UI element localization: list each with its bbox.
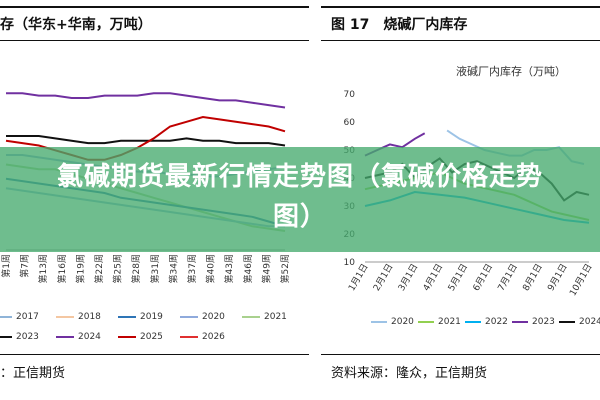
legend-item-2025: 2025 xyxy=(118,332,163,342)
x-tick-label: 第52周 xyxy=(279,254,291,283)
right-legend: 2020 2021 2022 2023 2024 xyxy=(321,317,600,333)
legend-item-2020: 2020 xyxy=(180,312,225,322)
x-tick-label: 2月1日 xyxy=(371,262,395,293)
legend-label: 2023 xyxy=(16,332,39,342)
x-tick-label: 8月1日 xyxy=(521,262,545,293)
right-source: 资料来源：隆众，正信期货 xyxy=(331,366,488,381)
legend-swatch xyxy=(180,336,198,338)
y-tick-label: 70 xyxy=(344,90,356,100)
top-rule xyxy=(0,6,309,8)
legend-label: 2018 xyxy=(78,312,101,322)
x-tick-label: 9月1日 xyxy=(545,262,569,293)
legend-swatch xyxy=(0,316,12,318)
chart-subtitle: 液碱厂内库存（万吨） xyxy=(456,64,566,78)
left-legend: 2017 2018 2019 2020 2021 2023 2024 2025 2026 xyxy=(0,312,309,348)
x-tick-label: 第40周 xyxy=(205,254,217,283)
legend-swatch xyxy=(512,321,528,323)
legend-swatch xyxy=(56,336,74,338)
legend-item-2023: 2023 xyxy=(512,317,555,327)
legend-item-2023: 2023 xyxy=(0,332,39,342)
x-tick-label: 7月1日 xyxy=(496,262,520,293)
source-rule xyxy=(0,354,309,355)
legend-label: 2024 xyxy=(579,317,600,327)
legend-swatch xyxy=(56,316,74,318)
legend-swatch xyxy=(0,336,12,338)
legend-swatch xyxy=(118,316,136,318)
series-line-2024 xyxy=(6,92,286,109)
legend-swatch xyxy=(118,336,136,338)
x-tick-label: 第25周 xyxy=(112,254,124,283)
source-rule xyxy=(321,354,600,355)
headline-banner: 氯碱期货最新行情走势图（氯碱价格走势图） xyxy=(0,147,600,252)
x-tick-label: 第46周 xyxy=(242,254,254,283)
legend-swatch xyxy=(418,321,434,323)
x-tick-label: 5月1日 xyxy=(446,262,470,293)
y-tick-label: 60 xyxy=(344,118,356,128)
legend-label: 2017 xyxy=(16,312,39,322)
legend-item-2017: 2017 xyxy=(0,312,39,322)
x-tick-label: 第7周 xyxy=(19,254,31,278)
legend-swatch xyxy=(559,321,575,323)
x-tick-label: 6月1日 xyxy=(471,262,495,293)
legend-label: 2023 xyxy=(532,317,555,327)
x-tick-label: 第34周 xyxy=(167,254,179,283)
x-tick-label: 第1周 xyxy=(0,254,12,278)
x-tick-label: 第37周 xyxy=(186,254,198,283)
legend-item-2026: 2026 xyxy=(180,332,225,342)
legend-item-2024: 2024 xyxy=(56,332,101,342)
legend-label: 2021 xyxy=(264,312,287,322)
x-tick-label: 第22周 xyxy=(93,254,105,283)
legend-item-2024: 2024 xyxy=(559,317,600,327)
legend-swatch xyxy=(242,316,260,318)
legend-item-2018: 2018 xyxy=(56,312,101,322)
legend-label: 2024 xyxy=(78,332,101,342)
legend-swatch xyxy=(465,321,481,323)
x-tick-label: 4月1日 xyxy=(421,262,445,293)
legend-item-2021: 2021 xyxy=(242,312,287,322)
x-tick-label: 第19周 xyxy=(74,254,86,283)
x-tick-label: 3月1日 xyxy=(396,262,420,293)
header-rule xyxy=(0,40,309,41)
left-chart-title: 存（华东+华南，万吨） xyxy=(0,17,152,33)
legend-swatch xyxy=(180,316,198,318)
legend-label: 2025 xyxy=(140,332,163,342)
left-source: ：正信期货 xyxy=(0,366,66,381)
x-tick-label: 第49周 xyxy=(260,254,272,283)
x-tick-label: 第16周 xyxy=(56,254,68,283)
legend-swatch xyxy=(371,321,387,323)
x-tick-label: 第28周 xyxy=(130,254,142,283)
x-tick-label: 第31周 xyxy=(149,254,161,283)
x-tick-label: 第13周 xyxy=(37,254,49,283)
legend-label: 2020 xyxy=(202,312,225,322)
x-tick-label: 第43周 xyxy=(223,254,235,283)
legend-item-2022: 2022 xyxy=(465,317,508,327)
series-line-2023 xyxy=(6,135,286,147)
header-rule xyxy=(321,40,600,41)
legend-item-2019: 2019 xyxy=(118,312,163,322)
legend-item-2021: 2021 xyxy=(418,317,461,327)
right-chart-title: 图 17 烧碱厂内库存 xyxy=(331,17,468,33)
legend-item-2020: 2020 xyxy=(371,317,414,327)
legend-label: 2020 xyxy=(391,317,414,327)
top-rule xyxy=(321,6,600,8)
y-tick-label: 10 xyxy=(344,258,356,268)
legend-label: 2026 xyxy=(202,332,225,342)
x-tick-label: 10月1日 xyxy=(567,262,594,298)
legend-label: 2019 xyxy=(140,312,163,322)
legend-label: 2022 xyxy=(485,317,508,327)
legend-label: 2021 xyxy=(438,317,461,327)
banner-title: 氯碱期货最新行情走势图（氯碱价格走势图） xyxy=(56,162,543,232)
